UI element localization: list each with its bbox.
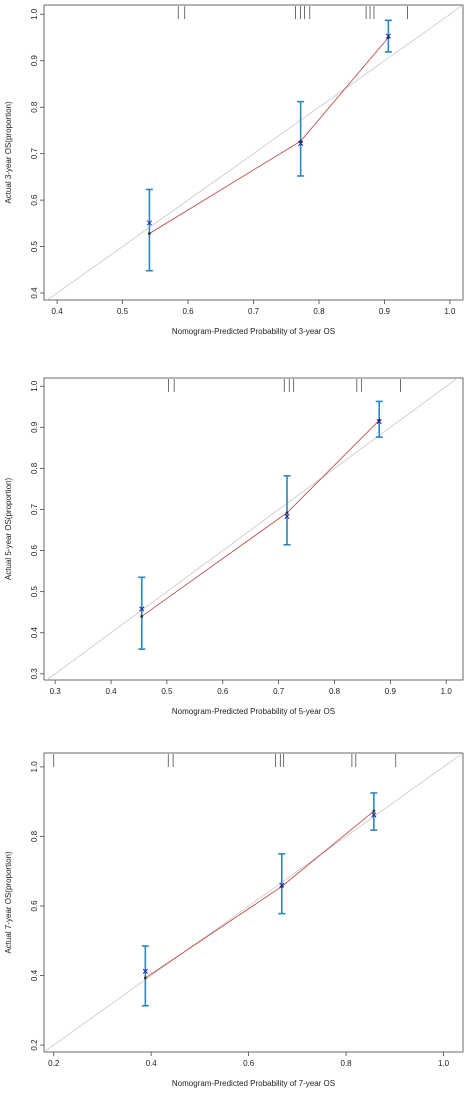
y-tick-label: 0.9 bbox=[30, 421, 39, 433]
y-tick-label: 0.9 bbox=[30, 55, 39, 67]
y-axis-label: Actual 7-year OS(proportion) bbox=[4, 851, 13, 954]
y-tick-label: 0.3 bbox=[30, 668, 39, 680]
observed-point bbox=[148, 232, 151, 235]
y-axis-label: Actual 5-year OS(proportion) bbox=[4, 478, 13, 581]
corrected-marker bbox=[298, 140, 304, 146]
corrected-marker bbox=[279, 882, 285, 888]
observed-point bbox=[143, 976, 147, 980]
y-tick-label: 0.7 bbox=[30, 148, 39, 160]
x-tick-label: 0.8 bbox=[329, 687, 341, 696]
x-tick-label: 0.4 bbox=[52, 307, 64, 316]
x-tick-label: 0.8 bbox=[313, 307, 325, 316]
x-tick-label: 0.6 bbox=[243, 1059, 255, 1068]
y-tick-label: 0.8 bbox=[30, 462, 39, 474]
y-tick-label: 0.7 bbox=[30, 503, 39, 515]
y-tick-label: 0.4 bbox=[30, 287, 39, 299]
y-tick-label: 1.0 bbox=[30, 761, 39, 773]
y-tick-label: 0.8 bbox=[30, 830, 39, 842]
corrected-marker bbox=[139, 606, 145, 612]
y-tick-label: 0.4 bbox=[30, 627, 39, 639]
y-tick-label: 1.0 bbox=[30, 380, 39, 392]
x-tick-label: 0.5 bbox=[161, 687, 173, 696]
x-tick-label: 1.0 bbox=[444, 307, 456, 316]
x-tick-label: 0.2 bbox=[48, 1059, 60, 1068]
x-axis-label: Nomogram-Predicted Probability of 3-year… bbox=[172, 327, 335, 336]
observed-point bbox=[299, 139, 303, 143]
x-tick-label: 0.6 bbox=[217, 687, 229, 696]
x-tick-label: 1.0 bbox=[438, 1059, 450, 1068]
x-axis-label: Nomogram-Predicted Probability of 5-year… bbox=[172, 707, 335, 716]
x-tick-label: 0.4 bbox=[105, 687, 117, 696]
y-tick-label: 0.6 bbox=[30, 194, 39, 206]
observed-point bbox=[285, 511, 289, 515]
corrected-marker bbox=[371, 812, 377, 818]
corrected-marker bbox=[146, 220, 152, 226]
ideal-line bbox=[44, 753, 463, 1052]
y-tick-label: 0.5 bbox=[30, 240, 39, 252]
calibration-plot-3-year: 0.4 0.5 0.6 0.7 0.8 0.9 1.0 0.4 0.5 0.6 0.7 0.8 0.9 1… bbox=[4, 4, 464, 336]
corrected-marker bbox=[376, 419, 382, 425]
ideal-line bbox=[46, 378, 459, 680]
x-tick-label: 0.7 bbox=[248, 307, 260, 316]
y-tick-label: 0.6 bbox=[30, 544, 39, 556]
x-tick-label: 1.0 bbox=[441, 687, 453, 696]
ideal-line bbox=[46, 5, 463, 300]
x-axis-label: Nomogram-Predicted Probability of 7-year… bbox=[172, 1079, 335, 1088]
observed-point bbox=[372, 809, 376, 813]
calibration-line bbox=[149, 37, 389, 234]
x-tick-label: 0.8 bbox=[341, 1059, 353, 1068]
y-tick-label: 0.2 bbox=[30, 1039, 39, 1051]
x-tick-label: 0.5 bbox=[117, 307, 129, 316]
y-tick-label: 0.8 bbox=[30, 101, 39, 113]
plot-frame bbox=[43, 377, 464, 681]
y-tick-label: 0.6 bbox=[30, 900, 39, 912]
x-tick-label: 0.9 bbox=[385, 687, 397, 696]
calibration-plot-7-year: 0.2 0.4 0.6 0.8 1.0 0.2 0.4 0.6 0.8 1.0 Nomogram-P… bbox=[4, 752, 464, 1088]
corrected-marker bbox=[142, 968, 148, 974]
y-tick-label: 1.0 bbox=[30, 8, 39, 20]
y-tick-label: 0.4 bbox=[30, 969, 39, 981]
x-tick-label: 0.4 bbox=[146, 1059, 158, 1068]
plot-frame bbox=[43, 752, 464, 1053]
x-tick-label: 0.9 bbox=[379, 307, 391, 316]
calibration-line bbox=[145, 810, 375, 979]
observed-point bbox=[140, 614, 144, 618]
x-tick-label: 0.3 bbox=[50, 687, 62, 696]
corrected-marker bbox=[385, 33, 391, 39]
corrected-marker bbox=[284, 513, 290, 520]
calibration-line bbox=[141, 420, 380, 617]
x-tick-label: 0.7 bbox=[273, 687, 285, 696]
y-axis-label: Actual 3-year OS(proportion) bbox=[4, 101, 13, 204]
calibration-plot-5-year: 0.3 0.4 0.5 0.6 0.7 0.8 0.9 1.0 0.3 0.4 0.5 0.6 0.7 0… bbox=[4, 377, 464, 716]
x-tick-label: 0.6 bbox=[182, 307, 194, 316]
y-tick-label: 0.5 bbox=[30, 586, 39, 598]
